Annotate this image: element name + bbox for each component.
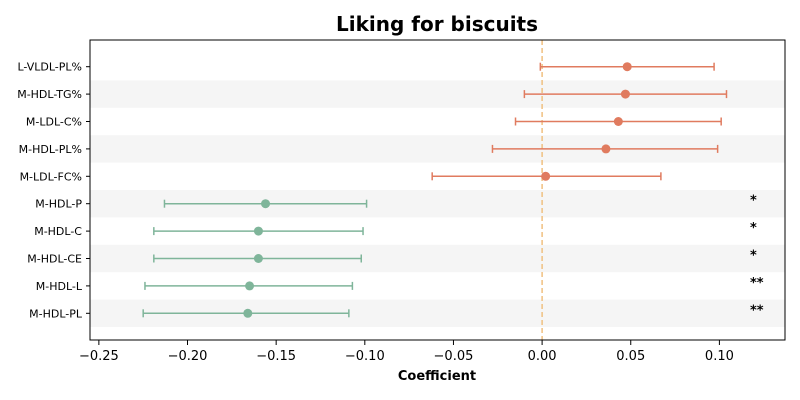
x-tick-label: −0.05 — [434, 349, 474, 364]
x-tick-label: 0.00 — [528, 349, 557, 364]
x-tick-label: 0.05 — [616, 349, 645, 364]
significance-marker: * — [750, 221, 757, 236]
chart-title: Liking for biscuits — [336, 12, 538, 36]
x-axis-label: Coefficient — [398, 369, 476, 384]
x-tick-label: −0.20 — [168, 349, 208, 364]
x-tick-label: −0.25 — [79, 349, 119, 364]
estimate-point — [243, 308, 253, 318]
y-axis: L-VLDL-PL% M-HDL-TG% M-LDL-C% M-HDL-PL% M-LD… — [17, 61, 90, 320]
y-tick-label: L-VLDL-PL% — [17, 61, 82, 74]
estimate-point — [245, 281, 255, 291]
y-tick-label: M-HDL-PL — [29, 307, 83, 320]
estimate-point — [601, 144, 611, 154]
plot-frame — [89, 39, 786, 341]
estimate-point — [622, 62, 632, 72]
estimate-point — [261, 199, 271, 209]
x-tick-label: −0.10 — [345, 349, 385, 364]
y-tick-label: M-HDL-L — [36, 280, 83, 293]
y-tick-label: M-LDL-FC% — [20, 170, 82, 183]
significance-marker: * — [750, 249, 757, 264]
significance-marker: * — [750, 194, 757, 209]
significance-marker: ** — [750, 303, 764, 318]
x-tick-label: 0.10 — [705, 349, 734, 364]
estimate-point — [613, 117, 623, 126]
plot-marks: ******* — [142, 62, 764, 318]
y-tick-label: M-HDL-TG% — [17, 88, 82, 101]
estimate-point — [541, 171, 551, 181]
y-tick-label: M-HDL-P — [35, 198, 82, 211]
y-tick-label: M-HDL-CE — [27, 253, 82, 266]
x-axis: −0.25 −0.20 −0.15 −0.10 −0.05 0.00 0.05 0.10 — [79, 340, 734, 364]
estimate-point — [253, 254, 263, 263]
y-tick-label: M-HDL-PL% — [19, 143, 82, 156]
estimate-point — [253, 226, 263, 236]
y-tick-label: M-HDL-C — [34, 225, 82, 238]
estimate-point — [620, 89, 630, 99]
y-tick-label: M-LDL-C% — [26, 116, 82, 129]
significance-marker: ** — [750, 276, 764, 291]
x-tick-label: −0.15 — [256, 349, 296, 364]
